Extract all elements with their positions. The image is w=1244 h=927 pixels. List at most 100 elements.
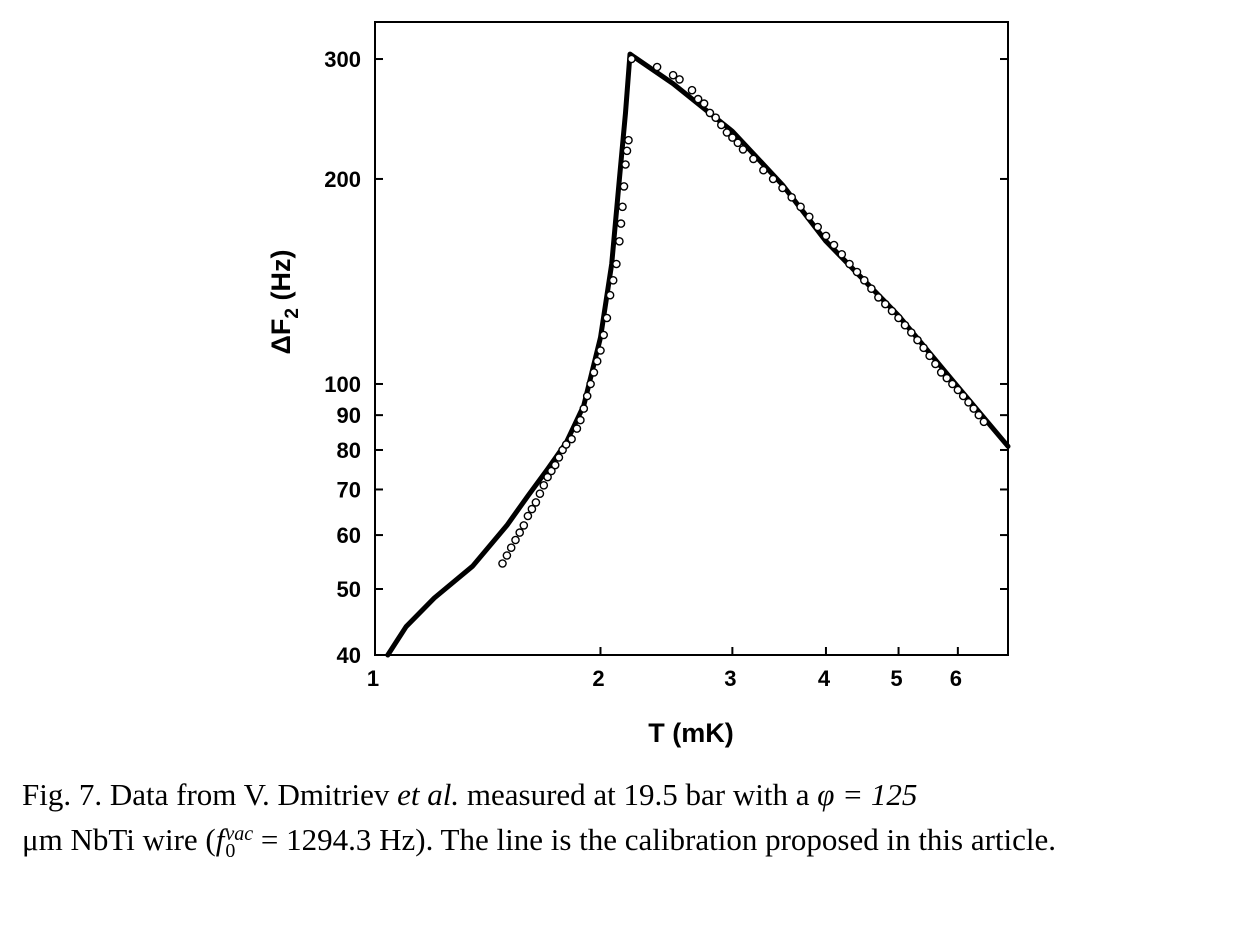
data-point — [860, 275, 869, 285]
data-point — [589, 368, 599, 377]
data-point — [948, 379, 957, 389]
data-point — [693, 94, 703, 104]
x-tick-label: 1 — [367, 666, 379, 691]
data-point — [705, 108, 715, 118]
caption-et-al: et al. — [397, 777, 460, 812]
data-point — [502, 551, 512, 560]
plot-area — [374, 21, 1009, 656]
data-point — [900, 320, 910, 330]
data-point — [576, 415, 585, 425]
data-point — [615, 236, 624, 246]
data-point — [561, 440, 571, 449]
caption-text-4: = 1294.3 Hz). The line is the calibratio… — [253, 822, 1057, 857]
data-point — [925, 351, 934, 361]
data-point — [602, 313, 612, 323]
data-point — [523, 511, 533, 521]
data-point — [582, 391, 592, 401]
data-point — [596, 346, 605, 355]
data-point — [958, 391, 968, 401]
data-point — [722, 128, 732, 137]
data-point — [974, 410, 984, 420]
data-point — [511, 535, 520, 545]
data-point — [608, 275, 618, 285]
y-tick-label: 60 — [337, 523, 361, 548]
data-point — [717, 120, 726, 130]
data-point — [506, 543, 516, 553]
data-point — [733, 138, 743, 148]
data-point — [599, 330, 609, 340]
caption-f0-symbol: f — [215, 822, 225, 857]
y-tick-label: 50 — [337, 577, 361, 602]
data-point — [829, 240, 839, 250]
y-tick-label: 200 — [324, 167, 361, 192]
data-point — [759, 165, 768, 175]
data-point — [874, 293, 883, 302]
data-point — [953, 385, 963, 395]
data-point — [652, 62, 662, 72]
data-point — [515, 528, 525, 537]
data-point — [768, 174, 778, 184]
data-point — [535, 489, 545, 499]
data-point — [711, 113, 721, 122]
data-point — [728, 133, 737, 142]
y-axis-label-subscript: 2 — [282, 308, 303, 319]
data-point — [543, 472, 552, 482]
y-tick-label: 40 — [337, 643, 361, 668]
y-tick-label: 70 — [337, 477, 361, 502]
data-point — [616, 219, 626, 228]
x-axis-ticks: 1 2 3 4 5 6 — [367, 647, 962, 691]
figure-caption: Fig. 7. Data from V. Dmitriev et al. mea… — [22, 772, 1234, 862]
data-point — [796, 202, 805, 212]
y-tick-label: 100 — [324, 372, 361, 397]
y-tick-label: 90 — [337, 403, 361, 428]
caption-phi-equation: φ = 125 — [817, 777, 918, 812]
data-point — [964, 397, 973, 407]
data-point — [550, 460, 560, 470]
data-point — [622, 146, 632, 156]
data-point — [605, 290, 615, 300]
data-point — [821, 231, 831, 241]
y-axis-label-unit: (Hz) — [266, 250, 296, 308]
data-point — [624, 135, 633, 145]
plot-frame — [374, 21, 1009, 656]
data-point — [668, 70, 678, 80]
data-point — [554, 453, 564, 462]
data-point — [699, 99, 709, 108]
x-tick-label: 2 — [592, 666, 604, 691]
data-point — [586, 379, 595, 389]
data-point — [592, 356, 602, 366]
caption-text-2: measured at 19.5 bar with a — [459, 777, 818, 812]
data-point — [619, 182, 629, 191]
x-axis-label: T (mK) — [648, 718, 733, 748]
chart: 1 2 3 4 5 6 40 50 60 70 80 90 100 200 300 T (mK) ΔF2 … — [266, 21, 1011, 748]
data-point — [527, 504, 537, 514]
data-point — [738, 145, 748, 154]
caption-text-1: Data from V. Dmitriev — [102, 777, 398, 812]
y-axis-label: ΔF2 (Hz) — [266, 250, 303, 355]
data-point — [778, 183, 787, 193]
data-point — [913, 335, 922, 345]
x-tick-label: 3 — [724, 666, 736, 691]
y-axis-ticks: 40 50 60 70 80 90 100 200 300 — [324, 47, 1008, 668]
data-point — [498, 559, 507, 568]
data-point — [979, 417, 989, 427]
data-point — [749, 154, 758, 164]
x-tick-label: 4 — [818, 666, 831, 691]
data-point — [887, 306, 897, 316]
data-point — [936, 368, 946, 377]
data-point — [547, 466, 556, 476]
data-point — [618, 202, 627, 212]
data-point — [627, 54, 636, 64]
caption-fig-label: Fig. 7. — [22, 777, 103, 812]
data-point — [621, 160, 630, 169]
data-point — [867, 284, 876, 294]
data-point — [787, 192, 797, 202]
data-point — [539, 480, 549, 490]
data-point — [852, 267, 862, 277]
caption-f0-subscript: 0 — [225, 839, 236, 862]
y-axis-label-main: ΔF — [266, 319, 296, 355]
data-point — [675, 75, 684, 84]
data-point — [969, 404, 979, 413]
caption-f0-superscript: vac — [225, 822, 254, 845]
y-tick-label: 80 — [337, 438, 361, 463]
